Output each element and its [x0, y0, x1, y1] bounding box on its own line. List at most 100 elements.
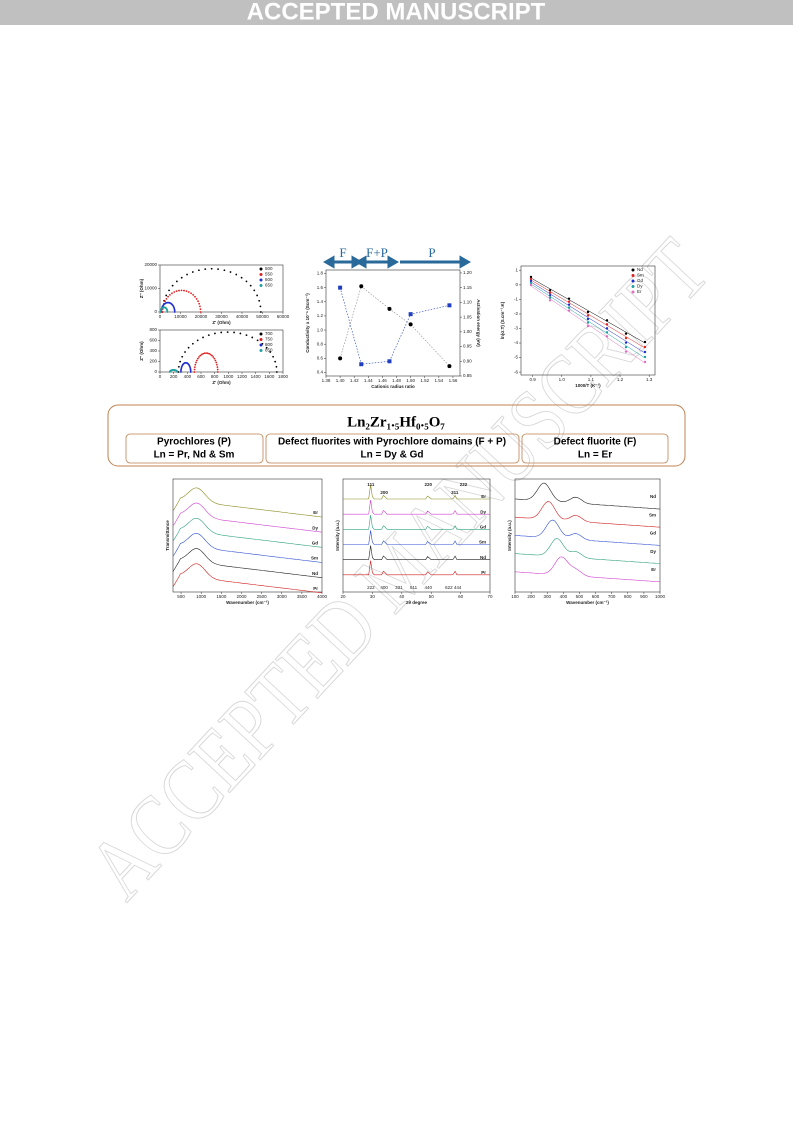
y2-tick-label: 1.10: [463, 300, 472, 305]
x-tick-label: 1.0: [559, 377, 566, 382]
peak-label: 400: [380, 585, 388, 590]
y-axis-label: Z'' (Ohm): [139, 341, 144, 361]
data-point: [216, 368, 219, 371]
curve-label: Nd: [480, 555, 486, 560]
data-point: [567, 297, 571, 300]
peak-label: 111: [367, 482, 375, 487]
phase-label: P: [428, 245, 435, 260]
curve-label: Pr: [481, 570, 486, 575]
data-point: [586, 317, 590, 321]
curve-label: Dy: [312, 525, 318, 530]
y-tick-label: -4: [514, 340, 518, 345]
data-point: [176, 371, 179, 373]
data-point: [198, 302, 201, 305]
y2-tick-label: 0.90: [463, 358, 472, 363]
data-point: [259, 311, 262, 313]
data-point: [567, 309, 571, 312]
spectrum: [343, 499, 490, 515]
spectrum: [343, 530, 490, 545]
x-tick-label: 1.3: [646, 377, 653, 382]
data-point: [586, 314, 590, 317]
x-tick-label: 30: [370, 594, 376, 599]
data-point: [605, 331, 609, 334]
x-tick-label: 1.38: [322, 378, 331, 383]
x-tick-label: 200: [170, 374, 178, 379]
plot-frame: [514, 478, 661, 593]
spectrum: [514, 501, 661, 528]
group-title: Pyrochlores (P): [157, 437, 231, 448]
curve-label: Nd: [312, 571, 318, 576]
data-point: [605, 335, 609, 338]
spectrum: [514, 519, 661, 546]
data-point: [164, 300, 166, 303]
spectrum: [172, 533, 323, 563]
data-point: [605, 323, 609, 326]
data-point: [199, 308, 202, 311]
data-point: [198, 356, 200, 358]
group-title: Defect fluorites with Pyrochlore domains…: [278, 437, 506, 448]
legend-marker: [259, 278, 263, 282]
spectrum: [172, 518, 323, 548]
y-axis-label: Z'' (Ohm): [139, 278, 144, 298]
x-tick-label: 20: [340, 594, 346, 599]
y-tick-label: 600: [149, 338, 157, 343]
data-point: [186, 273, 188, 276]
x-axis-label: Wavenumber (cm⁻¹): [226, 600, 269, 605]
data-point: [209, 353, 212, 356]
curve-label: Gd: [312, 541, 319, 546]
data-point: [207, 334, 210, 337]
data-point: [187, 346, 190, 349]
data-point: [586, 310, 590, 314]
curve-label: Er: [481, 494, 486, 499]
group-box: [521, 433, 669, 464]
y2-tick-label: 1.15: [463, 285, 472, 290]
data-point: [175, 290, 178, 293]
curve-label: Sm: [479, 540, 486, 545]
x-tick-label: 1.2: [617, 377, 624, 382]
phase-label: F: [339, 245, 346, 260]
legend-marker: [631, 268, 635, 272]
y2-tick-label: 1.00: [463, 329, 472, 334]
fit-line: [530, 279, 646, 349]
data-point: [171, 292, 173, 295]
x-tick-label: 1200: [237, 374, 248, 379]
x-tick-label: 1400: [251, 374, 262, 379]
data-point: [204, 268, 207, 271]
data-point: [586, 321, 590, 324]
data-point: [199, 305, 201, 308]
peak-label: 222: [367, 585, 375, 590]
x-tick-label: 30000: [215, 314, 228, 319]
legend-label: Sm: [637, 273, 644, 278]
x-tick-label: 0: [159, 374, 162, 379]
data-point: [166, 311, 169, 313]
data-point: [235, 273, 238, 276]
data-point: [643, 345, 647, 349]
data-point: [165, 294, 168, 297]
x-tick-label: 2500: [257, 594, 268, 599]
peak-label: 220: [425, 482, 433, 487]
y2-tick-label: 0.85: [463, 373, 472, 378]
x-tick-label: 500: [177, 594, 185, 599]
data-point: [216, 363, 218, 366]
data-point: [256, 294, 259, 297]
legend-marker: [259, 267, 263, 271]
data-point: [529, 279, 533, 283]
spectrum: [172, 563, 323, 594]
x-tick-label: 10000: [174, 314, 187, 319]
x-tick-label: 600: [197, 374, 205, 379]
data-point: [408, 312, 413, 317]
fit-line: [530, 281, 646, 354]
data-point: [548, 299, 552, 302]
legend-marker: [259, 284, 263, 287]
x-tick-label: 1.52: [420, 378, 429, 383]
legend-marker: [631, 290, 635, 294]
data-point: [168, 289, 170, 292]
legend-marker: [631, 279, 635, 283]
x-tick-label: 1.46: [378, 378, 387, 383]
y-tick-label: -5: [514, 355, 518, 360]
spectrum: [172, 487, 323, 518]
data-point: [161, 311, 164, 313]
data-point: [194, 295, 196, 298]
x-tick-label: 1.48: [392, 378, 401, 383]
